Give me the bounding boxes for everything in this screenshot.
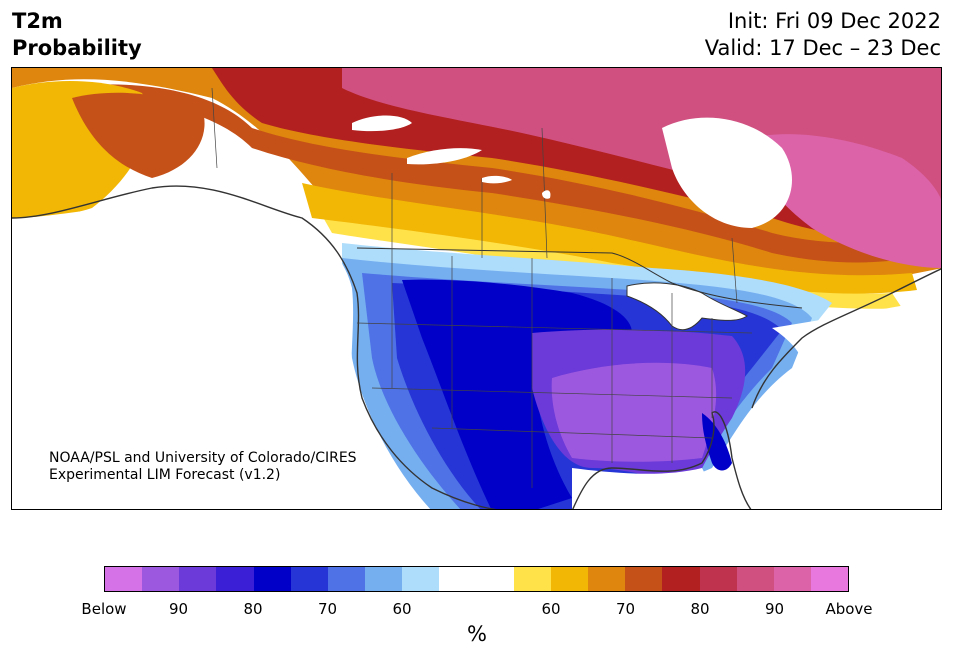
colorbar-segment (736, 567, 774, 591)
alaska-70 (72, 92, 205, 178)
colorbar-tick-label: 60 (541, 600, 561, 618)
colorbar-tick-label: 70 (615, 600, 636, 618)
colorbar-segment (179, 567, 217, 591)
colorbar-tick-label: 80 (690, 600, 710, 618)
us-canada-border (356, 247, 803, 309)
colorbar-tick-label: 60 (392, 600, 412, 618)
colorbar-segment (439, 567, 477, 591)
arctic-lake-1 (352, 115, 412, 132)
colorbar-tick-label: Above (825, 600, 873, 618)
arctic-lake-3 (482, 175, 512, 184)
title-line-2: Probability (12, 36, 142, 60)
colorbar-segment (625, 567, 663, 591)
gulf-of-mexico (572, 468, 731, 509)
great-lakes (626, 282, 748, 331)
forecast-map (11, 67, 942, 510)
arctic-lake-2 (407, 148, 482, 165)
forecast-meta: Init: Fri 09 Dec 2022 Valid: 17 Dec – 23… (705, 8, 941, 62)
florida-cold (702, 413, 732, 471)
colorbar-segment (699, 567, 737, 591)
credit-line-1: NOAA/PSL and University of Colorado/CIRE… (49, 450, 357, 466)
colorbar-segment (662, 567, 700, 591)
colorbar-segment (550, 567, 589, 591)
colorbar-segment (402, 567, 440, 591)
atlantic-ocean (752, 298, 941, 509)
colorbar-tick-label: 70 (317, 600, 338, 618)
title-line-1: T2m (12, 9, 63, 33)
colorbar-tick-label: 80 (243, 600, 263, 618)
colorbar-segment (810, 567, 849, 591)
init-date: Init: Fri 09 Dec 2022 (727, 9, 941, 33)
pacific-ocean (12, 201, 410, 509)
above-band-gold (302, 183, 917, 294)
above-band-max (752, 134, 941, 268)
arctic-lake-4 (542, 190, 551, 199)
below-band-purple (551, 362, 717, 462)
credit-line-2: Experimental LIM Forecast (v1.2) (49, 467, 281, 483)
colorbar-segment (216, 567, 254, 591)
probability-colorbar (104, 566, 849, 592)
colorbar-tick-label: 90 (168, 600, 189, 618)
colorbar-segment (105, 567, 143, 591)
coastline (12, 185, 941, 509)
hudson-bay (662, 117, 792, 228)
colorbar-segment (365, 567, 403, 591)
valid-period: Valid: 17 Dec – 23 Dec (704, 36, 941, 60)
state-borders (356, 253, 753, 488)
province-borders (211, 87, 738, 304)
colorbar-tick-label: Below (81, 600, 127, 618)
colorbar-segment (773, 567, 811, 591)
colorbar-segment (588, 567, 626, 591)
colorbar-unit: % (467, 622, 487, 646)
colorbar-segment (513, 567, 551, 591)
colorbar-segment (476, 567, 514, 591)
colorbar-segment (290, 567, 328, 591)
colorbar-tick-label: 90 (764, 600, 785, 618)
map-svg (12, 68, 941, 509)
map-title: T2m Probability (12, 8, 142, 62)
credit-text: NOAA/PSL and University of Colorado/CIRE… (49, 450, 357, 484)
colorbar-segment (253, 567, 291, 591)
colorbar-segment (327, 567, 366, 591)
colorbar-segment (142, 567, 180, 591)
